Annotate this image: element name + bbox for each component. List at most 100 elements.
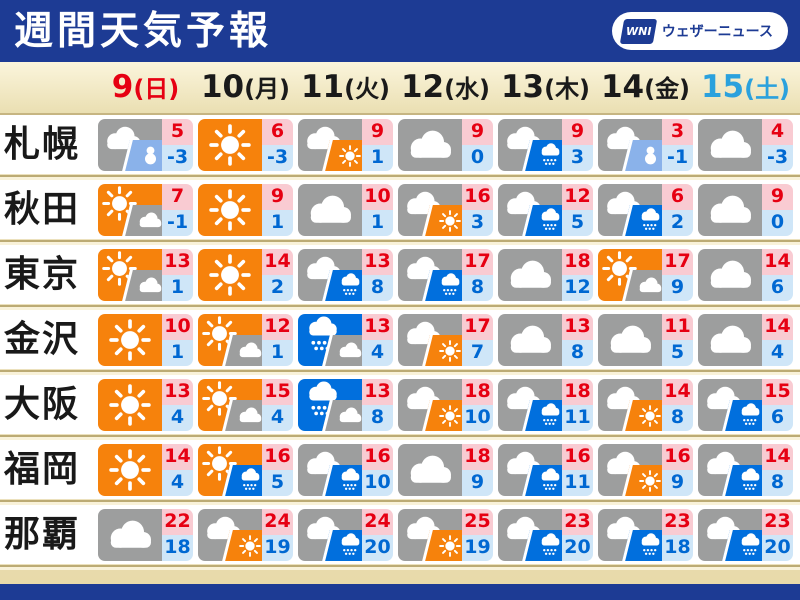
date-weekday: (日) xyxy=(133,75,180,103)
high-temp: 17 xyxy=(462,313,493,340)
cloud-then-rain-icon xyxy=(398,248,462,301)
date-header-cell: 9(日) xyxy=(98,72,193,103)
low-temp: 4 xyxy=(762,339,793,366)
date-header-row: 9(日) 10(月) 11(火) 12(水) 13(木) 14(金) 15(土) xyxy=(0,62,800,115)
weather-cell: 4 -3 xyxy=(698,118,793,171)
temperature-block: 23 18 xyxy=(662,508,693,561)
weather-cell: 23 18 xyxy=(598,508,693,561)
cloud-icon xyxy=(139,212,162,227)
rain-cloud-icon xyxy=(641,207,659,230)
low-temp: 20 xyxy=(362,534,393,561)
low-temp: 19 xyxy=(462,534,493,561)
high-temp: 6 xyxy=(262,118,293,145)
forecast-row: 那覇 22 18 24 19 24 20 25 19 23 20 23 18 23 20 xyxy=(0,505,800,564)
high-temp: 13 xyxy=(162,248,193,275)
sun-icon xyxy=(339,144,361,166)
snowman-icon xyxy=(644,146,656,164)
rain-cloud-icon xyxy=(741,467,759,490)
temperature-block: 23 20 xyxy=(562,508,593,561)
low-temp: -3 xyxy=(262,144,293,171)
low-temp: 6 xyxy=(762,404,793,431)
rain-cloud-icon xyxy=(741,532,759,555)
rain-cloud-icon xyxy=(641,532,659,555)
weather-cell: 13 1 xyxy=(98,248,193,301)
secondary-weather-panel xyxy=(322,139,362,171)
temperature-block: 15 6 xyxy=(762,378,793,431)
weathernews-logo-text: ウェザーニュース xyxy=(661,24,773,40)
low-temp: 20 xyxy=(562,534,593,561)
rain-cloud-icon xyxy=(241,467,259,490)
rain-cloud-icon xyxy=(541,532,559,555)
secondary-weather-panel xyxy=(322,464,362,496)
weather-cell: 23 20 xyxy=(498,508,593,561)
high-temp: 14 xyxy=(262,248,293,275)
date-weekday: (土) xyxy=(744,75,791,103)
high-temp: 11 xyxy=(662,313,693,340)
high-temp: 7 xyxy=(162,183,193,210)
sunny-icon xyxy=(98,313,162,366)
low-temp: 1 xyxy=(262,209,293,236)
footer-bar xyxy=(0,584,800,600)
cloud-then-rain-icon xyxy=(698,508,762,561)
weather-cell: 12 5 xyxy=(498,183,593,236)
high-temp: 16 xyxy=(462,183,493,210)
cloud-icon xyxy=(710,195,751,223)
sunny-icon xyxy=(198,248,262,301)
cloud-then-snow-icon xyxy=(598,118,662,171)
weather-cell: 3 -1 xyxy=(598,118,693,171)
low-temp: 1 xyxy=(162,274,193,301)
high-temp: 9 xyxy=(762,183,793,210)
secondary-weather-panel xyxy=(322,334,362,366)
date-weekday: (火) xyxy=(344,75,391,103)
sun-icon xyxy=(439,209,461,231)
high-temp: 15 xyxy=(762,378,793,405)
high-temp: 13 xyxy=(362,378,393,405)
high-temp: 14 xyxy=(762,248,793,275)
low-temp: 4 xyxy=(162,469,193,496)
weather-cell: 5 -3 xyxy=(98,118,193,171)
temperature-block: 18 12 xyxy=(562,248,593,301)
weather-cell: 22 18 xyxy=(98,508,193,561)
wni-logo-mark-text: WNI xyxy=(625,24,651,38)
date-header-cell: 12(水) xyxy=(398,72,493,103)
temperature-block: 14 8 xyxy=(762,443,793,496)
temperature-block: 24 19 xyxy=(262,508,293,561)
temperature-block: 14 4 xyxy=(762,313,793,366)
high-temp: 16 xyxy=(362,443,393,470)
secondary-weather-panel xyxy=(422,334,462,366)
temperature-block: 13 1 xyxy=(162,248,193,301)
weather-cell: 16 10 xyxy=(298,443,393,496)
sun-icon xyxy=(109,318,151,361)
cloud-then-sun-icon xyxy=(398,378,462,431)
cloud-icon xyxy=(610,325,651,353)
high-temp: 25 xyxy=(462,508,493,535)
high-temp: 14 xyxy=(162,443,193,470)
weather-cell: 17 8 xyxy=(398,248,493,301)
low-temp: 8 xyxy=(762,469,793,496)
low-temp: 20 xyxy=(762,534,793,561)
weather-cell: 16 11 xyxy=(498,443,593,496)
cloudy-icon xyxy=(398,118,462,171)
temperature-block: 24 20 xyxy=(362,508,393,561)
cloud-then-rain-icon xyxy=(298,443,362,496)
city-label: 金沢 xyxy=(4,318,81,360)
cloud-then-sun-icon xyxy=(198,508,262,561)
weather-cell: 18 11 xyxy=(498,378,593,431)
weather-cell: 16 3 xyxy=(398,183,493,236)
temperature-block: 16 9 xyxy=(662,443,693,496)
temperature-block: 16 11 xyxy=(562,443,593,496)
high-temp: 9 xyxy=(262,183,293,210)
forecast-row: 札幌 5 -3 6 -3 9 1 9 0 9 3 3 -1 4 -3 xyxy=(0,115,800,174)
cloud-icon xyxy=(139,277,162,292)
cloud-icon xyxy=(410,130,451,158)
rain-cloud-icon xyxy=(341,272,359,295)
low-temp: 1 xyxy=(162,339,193,366)
temperature-block: 14 4 xyxy=(162,443,193,496)
temperature-block: 18 11 xyxy=(562,378,593,431)
secondary-weather-panel xyxy=(422,204,462,236)
high-temp: 18 xyxy=(462,378,493,405)
